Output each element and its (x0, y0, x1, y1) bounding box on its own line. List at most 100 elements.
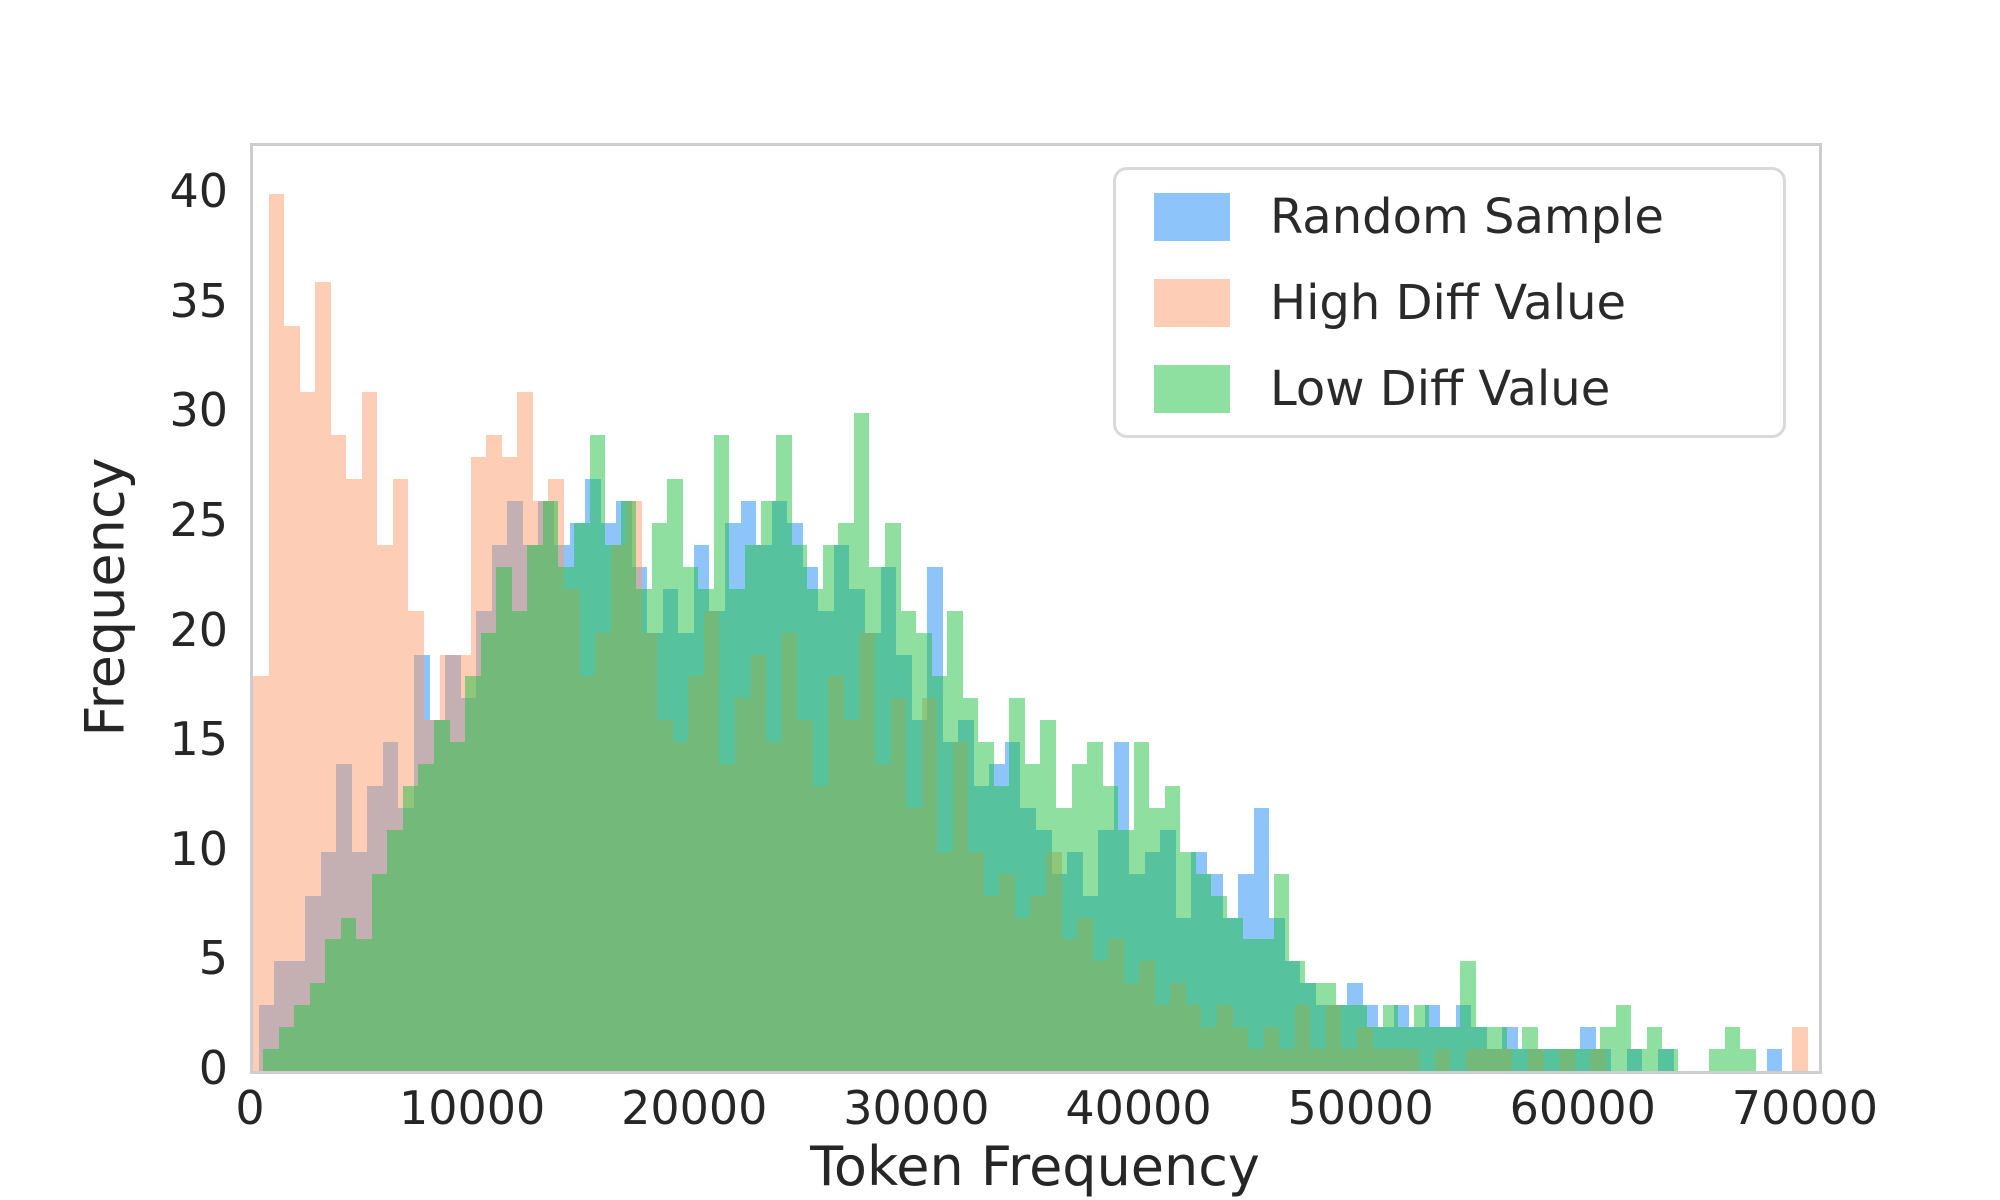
hist-bar (1444, 1027, 1461, 1071)
x-tick-label: 10000 (398, 1081, 546, 1135)
hist-bar (558, 566, 574, 1071)
hist-bar (1304, 983, 1321, 1071)
legend-item: Low Diff Value (1154, 360, 1783, 417)
hist-bar (340, 917, 357, 1071)
hist-bar (1631, 1049, 1647, 1071)
legend-item: Random Sample (1154, 188, 1783, 245)
hist-bar (822, 544, 839, 1071)
y-tick-label: 25 (169, 493, 228, 547)
y-axis-label: Frequency (73, 457, 137, 737)
hist-bar (1475, 1027, 1492, 1071)
x-tick-label: 0 (235, 1081, 265, 1135)
hist-bar (1662, 1049, 1678, 1071)
hist-bar (1164, 786, 1181, 1071)
hist-bar (1724, 1027, 1741, 1071)
hist-bar (325, 939, 341, 1071)
hist-bar (284, 325, 300, 1071)
hist-bar (542, 501, 559, 1071)
hist-bar (1040, 720, 1056, 1071)
x-tick-label: 50000 (1287, 1081, 1434, 1135)
hist-bar (745, 544, 761, 1071)
legend-label: High Diff Value (1270, 274, 1627, 331)
hist-bar (309, 983, 326, 1071)
hist-bar (993, 786, 1010, 1071)
hist-bar (1766, 1049, 1783, 1071)
hist-bar (1211, 895, 1228, 1071)
y-tick-label: 10 (169, 821, 228, 876)
y-tick-label: 15 (169, 712, 228, 767)
hist-bar (268, 194, 285, 1071)
hist-bar (978, 742, 994, 1071)
hist-bar (931, 676, 948, 1071)
hist-bar (1584, 1049, 1601, 1071)
hist-bar (620, 501, 637, 1071)
hist-bar (651, 523, 668, 1071)
hist-bar (1491, 1027, 1507, 1071)
hist-bar (1600, 1027, 1616, 1071)
hist-bar (1273, 873, 1290, 1071)
legend-swatch (1154, 192, 1230, 241)
y-tick-label: 30 (169, 383, 228, 438)
legend-label: Low Diff Value (1270, 360, 1611, 417)
hist-bar (1009, 698, 1025, 1071)
hist-bar (1646, 1027, 1663, 1071)
hist-bar (1289, 961, 1305, 1071)
legend-label: Random Sample (1270, 188, 1664, 245)
hist-bar (682, 566, 699, 1071)
hist-bar (387, 829, 403, 1071)
hist-bar (1792, 1027, 1808, 1071)
legend-swatch (1154, 364, 1230, 413)
hist-bar (838, 523, 854, 1071)
hist-bar (1087, 742, 1103, 1071)
x-axis-label: Token Frequency (810, 1135, 1260, 1198)
hist-bar (527, 544, 543, 1071)
hist-bar (1258, 939, 1274, 1071)
hist-bar (698, 588, 714, 1071)
hist-bar (1149, 807, 1165, 1071)
hist-bar (1242, 939, 1259, 1071)
y-tick-label: 20 (169, 602, 228, 657)
hist-bar (667, 479, 683, 1071)
x-tick-label: 60000 (1509, 1081, 1656, 1135)
hist-bar (1740, 1049, 1756, 1071)
hist-bar (1553, 1049, 1570, 1071)
hist-bar (1413, 1005, 1430, 1071)
y-tick-label: 35 (169, 273, 228, 328)
hist-bar (853, 413, 870, 1071)
x-tick-label: 20000 (621, 1081, 768, 1135)
hist-bar (294, 1005, 310, 1071)
hist-bar (1351, 1005, 1367, 1071)
y-tick-label: 5 (198, 931, 228, 986)
hist-bar (1569, 1049, 1585, 1071)
hist-bar (807, 588, 823, 1071)
hist-bar (1195, 873, 1212, 1071)
hist-bar (1429, 1027, 1445, 1071)
hist-bar (1460, 961, 1476, 1071)
hist-bar (330, 435, 347, 1071)
hist-bar (760, 501, 777, 1071)
hist-bar (402, 786, 419, 1071)
hist-bar (1118, 829, 1134, 1071)
hist-bar (418, 764, 435, 1071)
hist-bar (713, 435, 730, 1071)
hist-bar (776, 435, 792, 1071)
hist-bar (1615, 1005, 1632, 1071)
y-tick-label: 0 (198, 1041, 228, 1095)
hist-bar (496, 566, 512, 1071)
hist-bar (1366, 1027, 1383, 1071)
hist-bar (573, 523, 590, 1071)
y-tick-label: 40 (169, 164, 228, 219)
hist-bar (869, 566, 885, 1071)
hist-bar (605, 544, 621, 1071)
hist-bar (371, 873, 388, 1071)
hist-bar (1055, 807, 1072, 1071)
hist-bar (916, 632, 932, 1071)
hist-bar (884, 523, 901, 1071)
hist-bar (1709, 1049, 1725, 1071)
hist-bar (1133, 742, 1150, 1071)
hist-bar (900, 610, 917, 1071)
hist-bar (962, 698, 979, 1071)
hist-bar (729, 588, 745, 1071)
hist-bar (1538, 1049, 1554, 1071)
